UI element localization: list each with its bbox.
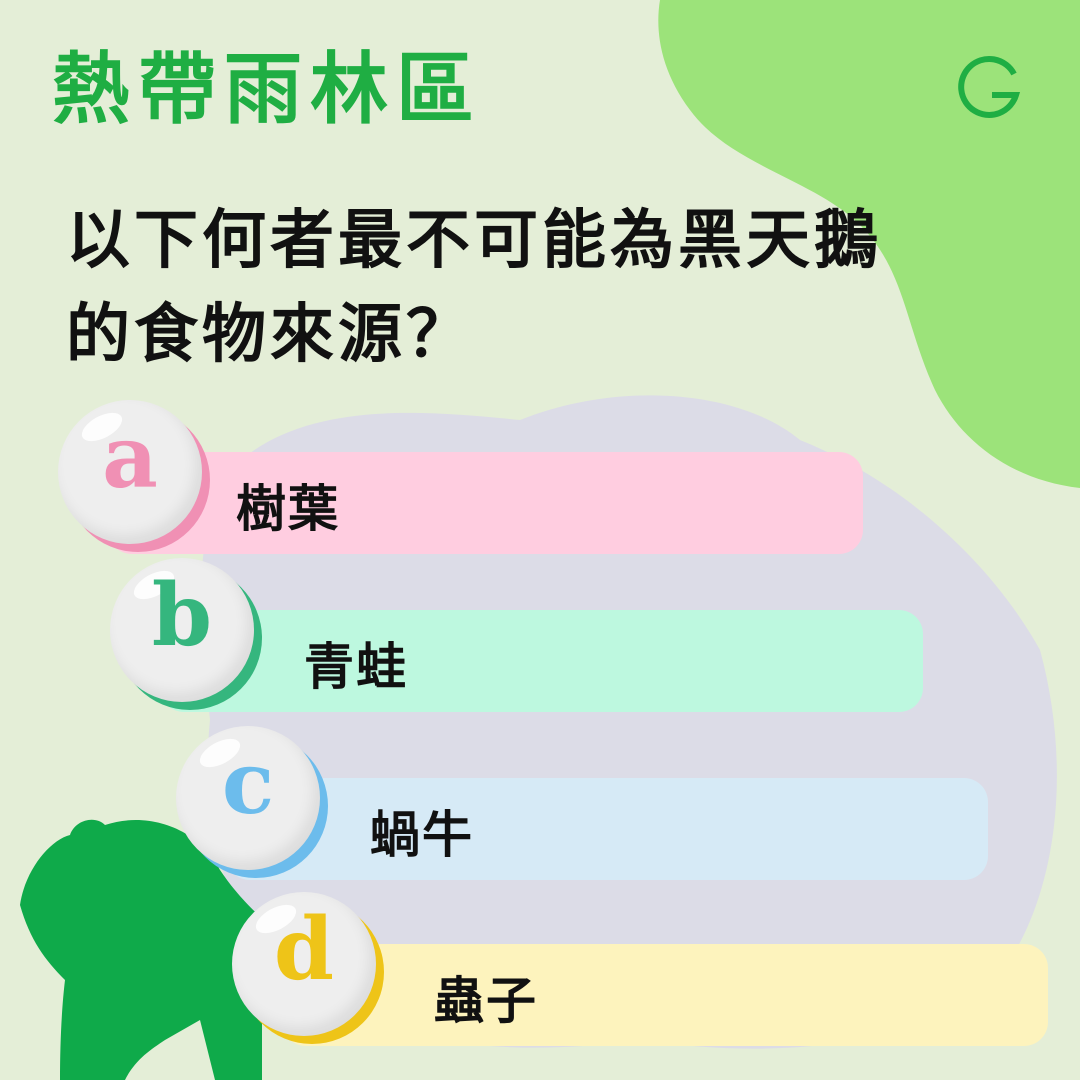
option-d-label: 蟲子 xyxy=(434,972,538,1030)
question-text: 以下何者最不可能為黑天鵝的食物來源？ xyxy=(66,204,882,372)
option-a[interactable]: a 樹葉 xyxy=(58,400,863,554)
option-b-label: 青蛙 xyxy=(304,638,408,696)
option-c[interactable]: c 蝸牛 xyxy=(176,726,988,880)
option-d-badge: d xyxy=(232,892,376,1036)
watercolor-blotch xyxy=(201,395,1057,1049)
g-logo-icon xyxy=(958,55,1021,118)
option-b[interactable]: b 青蛙 xyxy=(110,558,923,712)
option-c-badge: c xyxy=(176,726,320,870)
option-c-bar xyxy=(226,778,988,880)
option-b-badge: b xyxy=(110,558,254,702)
option-d[interactable]: d 蟲子 xyxy=(232,892,1048,1046)
corner-blob xyxy=(658,0,1080,488)
option-b-letter: b xyxy=(151,565,213,666)
topic-title: 熱帶雨林區 xyxy=(52,45,483,135)
option-b-bar xyxy=(160,610,923,712)
option-d-bar xyxy=(282,944,1048,1046)
option-c-letter: c xyxy=(221,733,275,834)
option-a-badge: a xyxy=(58,400,202,544)
option-d-letter: d xyxy=(273,899,335,1000)
option-a-label: 樹葉 xyxy=(236,480,340,538)
option-c-label: 蝸牛 xyxy=(370,806,474,864)
option-a-letter: a xyxy=(102,407,158,508)
gorilla-silhouette xyxy=(20,819,262,1080)
option-a-bar xyxy=(108,452,863,554)
